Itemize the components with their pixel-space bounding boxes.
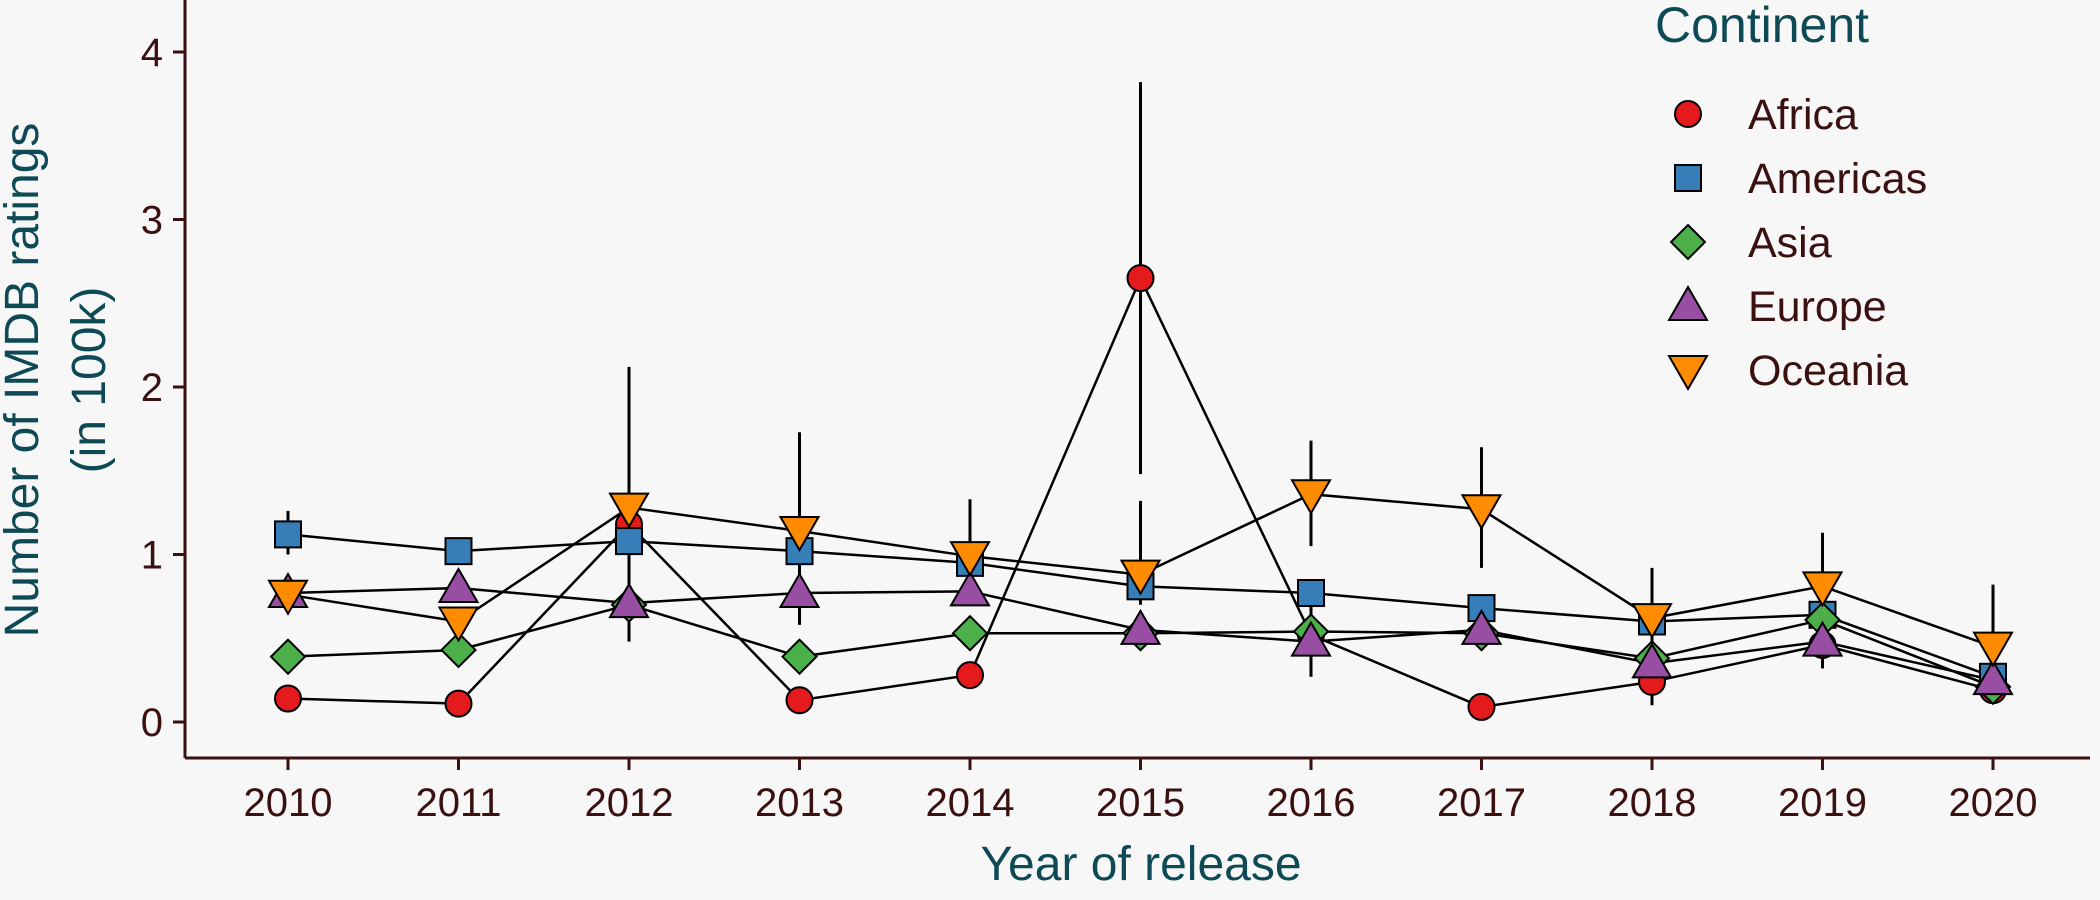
point-asia-2014 [951,614,989,652]
series-points [267,264,2014,721]
x-tick-label-2020: 2020 [1949,781,2038,825]
point-europe-2016 [1290,620,1332,657]
point-africa-2014 [956,661,984,690]
point-africa-2017 [1467,692,1496,721]
point-africa-2010 [274,684,302,713]
point-oceania-2018 [1631,603,1673,640]
legend-title: Continent [1655,0,1869,53]
point-europe-2017 [1460,608,1503,645]
x-tick-label-2016: 2016 [1267,781,1356,825]
point-europe-2011 [437,566,480,603]
y-tick-label-3: 3 [141,199,163,243]
legend-key-africa [1674,100,1702,128]
legend-key-oceania [1667,355,1709,392]
x-tick-label-2011: 2011 [415,781,501,825]
legend-key-asia [1669,223,1707,261]
point-americas-2013 [785,537,814,566]
point-americas-2016 [1297,579,1325,608]
point-oceania-2016 [1290,479,1332,516]
y-tick-label-4: 4 [141,31,163,75]
legend-label-americas: Americas [1748,155,1927,203]
point-oceania-2020 [1972,631,2014,668]
point-oceania-2011 [437,606,480,643]
x-tick-label-2010: 2010 [244,781,333,825]
y-tick-label-0: 0 [141,701,163,745]
point-europe-2019 [1801,620,1844,657]
tick-labels: 0 1 2 3 4 2010 2011 2012 2013 2014 2015 2016 2017 201… [141,31,2038,825]
point-africa-2015 [1126,264,1155,293]
point-europe-2012 [608,582,650,619]
point-asia-2011 [440,631,477,669]
point-europe-2014 [949,570,991,607]
point-africa-2011 [444,689,473,718]
legend-label-asia: Asia [1748,219,1832,267]
legend: Continent Africa Americas Asia Europe Oceani… [1655,0,1927,395]
x-tick-label-2014: 2014 [926,781,1015,825]
y-axis-title-line1: Number of IMDB ratings [0,123,49,638]
point-asia-2013 [781,638,818,676]
x-tick-label-2012: 2012 [585,781,674,825]
point-oceania-2010 [267,579,309,616]
legend-key-americas [1674,164,1702,192]
legend-key-europe [1667,284,1709,321]
point-europe-2013 [778,572,821,609]
point-asia-2010 [269,638,307,676]
point-europe-2015 [1119,608,1162,645]
legend-label-africa: Africa [1748,91,1858,139]
point-americas-2012 [615,527,643,556]
point-americas-2010 [274,520,302,549]
x-tick-label-2019: 2019 [1778,781,1867,825]
point-europe-2018 [1631,642,1673,679]
point-oceania-2012 [608,492,650,529]
x-tick-label-2017: 2017 [1437,781,1526,825]
x-axis-title: Year of release [980,838,1301,891]
y-axis-title-line2: (in 100k) [63,287,116,474]
point-oceania-2015 [1119,559,1162,596]
x-tick-label-2013: 2013 [755,781,844,825]
point-oceania-2013 [778,516,821,553]
point-africa-2013 [785,686,814,715]
y-tick-label-2: 2 [141,366,163,410]
point-americas-2011 [444,537,473,566]
point-oceania-2014 [949,541,991,578]
legend-label-oceania: Oceania [1748,347,1908,395]
point-europe-2020 [1972,659,2014,696]
x-tick-label-2015: 2015 [1096,781,1185,825]
x-tick-label-2018: 2018 [1608,781,1697,825]
y-tick-label-1: 1 [141,534,163,578]
point-oceania-2017 [1460,494,1503,531]
point-oceania-2019 [1801,571,1844,608]
axes [173,0,2090,770]
legend-label-europe: Europe [1748,283,1887,331]
